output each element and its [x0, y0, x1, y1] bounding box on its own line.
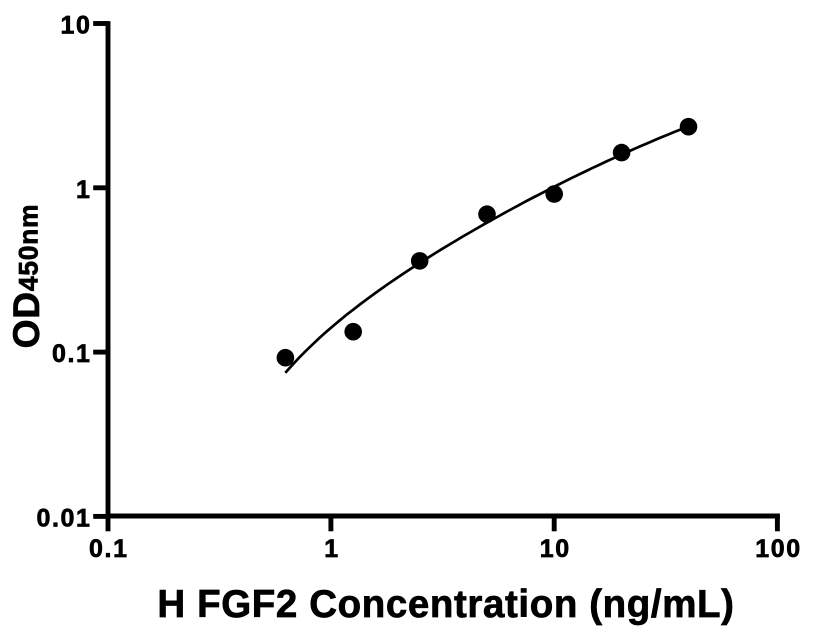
svg-text:0.1: 0.1: [89, 535, 129, 563]
svg-text:0.1: 0.1: [52, 340, 92, 368]
svg-text:100: 100: [755, 535, 802, 563]
svg-text:0.01: 0.01: [36, 505, 91, 533]
svg-text:OD450nm: OD450nm: [5, 204, 47, 349]
svg-text:1: 1: [324, 535, 340, 563]
svg-text:10: 10: [540, 535, 571, 563]
svg-text:1: 1: [76, 176, 92, 204]
svg-text:H FGF2 Concentration (ng/mL): H FGF2 Concentration (ng/mL): [157, 583, 734, 626]
svg-text:10: 10: [60, 12, 91, 40]
